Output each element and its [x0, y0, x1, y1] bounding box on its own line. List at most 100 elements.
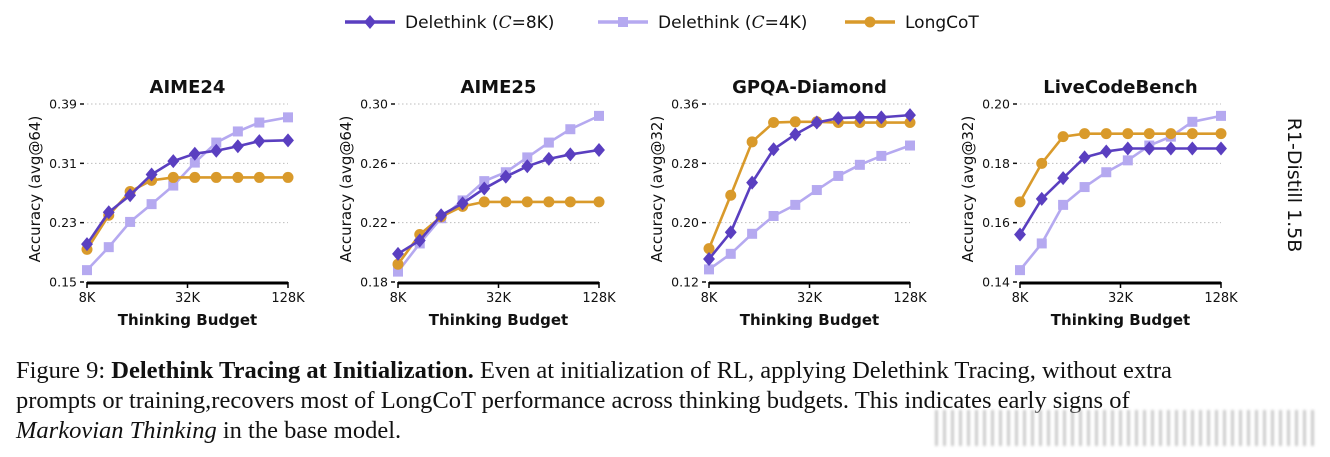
data-point [767, 142, 780, 157]
x-tick-label: 8K [701, 291, 718, 306]
data-point [145, 167, 158, 182]
y-tick-label: 0.15 [49, 275, 77, 290]
x-axis-label: Thinking Budget [429, 311, 568, 329]
y-axis-label: Accuracy (avg@32) [959, 116, 977, 263]
watermark-overlay [935, 410, 1315, 446]
series-line [1018, 132, 1221, 203]
figure: Delethink (C=8K) Delethink (C=4K) LongCoT … [26, 13, 1305, 329]
series-line [396, 200, 599, 265]
data-point [747, 228, 758, 239]
data-point [413, 233, 426, 248]
legend-label-text: Delethink ( [405, 13, 499, 33]
data-point [1101, 167, 1112, 178]
data-point [210, 171, 222, 183]
data-point [1143, 128, 1155, 140]
series-delethink-c-4k [82, 112, 293, 276]
data-point [703, 252, 715, 267]
chart-title: AIME24 [150, 77, 226, 98]
series-line [1018, 147, 1221, 236]
data-point [1035, 191, 1048, 206]
data-point [565, 124, 576, 135]
y-tick-label: 0.31 [49, 156, 77, 171]
data-point [479, 176, 490, 187]
data-point [810, 115, 823, 130]
data-point [1036, 157, 1048, 169]
chart-title: LiveCodeBench [1043, 77, 1197, 98]
data-point [1079, 128, 1091, 140]
caption-label: Figure 9: [16, 357, 106, 384]
data-point [832, 111, 845, 126]
data-point [1122, 128, 1134, 140]
chart-aime24: AIME24 0.15 0.23 0.31 0.39 8K 32K 128K Thinking … [26, 77, 305, 329]
series-line [707, 113, 911, 260]
data-point [456, 196, 469, 211]
y-tick-label: 0.18 [360, 275, 388, 290]
data-point [564, 147, 577, 162]
caption-title: Delethink Tracing at Initialization. [111, 357, 474, 384]
chart-livecodebench: LiveCodeBench 0.14 0.16 0.18 0.20 8K 32K 128K Th… [959, 77, 1238, 329]
y-tick-label: 0.12 [671, 275, 699, 290]
x-tick-label: 32K [486, 291, 512, 306]
series-longcot [392, 196, 605, 270]
data-point [543, 196, 555, 208]
data-point [210, 143, 223, 158]
data-point [904, 117, 916, 129]
x-axis-label: Thinking Budget [1051, 311, 1190, 329]
legend-label-text: =4K) [765, 13, 808, 33]
caption-line-3: Markovian Thinking in the base model. [16, 416, 1316, 446]
caption-line-1: Figure 9: Delethink Tracing at Initializ… [16, 356, 1316, 386]
data-point [1164, 141, 1177, 156]
x-tick-label: 32K [797, 291, 823, 306]
data-point [876, 150, 887, 161]
data-point [392, 246, 404, 261]
series-line [86, 116, 289, 272]
caption-italic-term: Markovian Thinking [16, 417, 217, 444]
data-point [231, 139, 244, 154]
legend-label: Delethink (C=4K) [658, 13, 807, 33]
x-tick-label: 8K [390, 291, 407, 306]
data-point [1215, 128, 1227, 140]
x-tick-label: 8K [79, 291, 96, 306]
data-point [703, 243, 715, 255]
data-point [1100, 144, 1113, 159]
y-axis-label: Accuracy (avg@64) [337, 116, 355, 263]
data-point [125, 216, 136, 227]
x-tick-label: 128K [893, 291, 927, 306]
data-point [593, 142, 605, 157]
data-point [854, 159, 865, 170]
data-point [103, 242, 114, 253]
series-delethink-c-8k [1014, 141, 1227, 242]
data-point [435, 208, 448, 223]
data-point [146, 199, 157, 210]
data-point [1036, 238, 1047, 249]
y-axis-label: Accuracy (avg@32) [648, 116, 666, 263]
data-point [167, 171, 179, 183]
series-delethink-c-4k [704, 140, 915, 275]
data-point [789, 116, 801, 128]
data-point [232, 126, 243, 137]
figure-caption: Figure 9: Delethink Tracing at Initializ… [16, 356, 1316, 446]
data-point [188, 146, 201, 161]
data-point [478, 196, 490, 208]
caption-line-2: prompts or training,recovers most of Lon… [16, 387, 1130, 414]
caption-text-3: in the base model. [216, 417, 402, 444]
data-point [82, 265, 92, 276]
series-delethink-c-4k [393, 110, 604, 277]
data-point [768, 117, 780, 129]
data-point [1100, 128, 1112, 140]
legend-label-text: =8K) [512, 13, 555, 33]
data-point [593, 196, 605, 208]
chart-title: AIME25 [461, 77, 537, 98]
data-point [211, 137, 222, 148]
data-point [1186, 141, 1199, 156]
data-point [1121, 141, 1134, 156]
x-tick-label: 32K [1108, 291, 1134, 306]
data-point [393, 266, 403, 277]
data-point [167, 154, 180, 169]
data-point [725, 248, 736, 259]
data-point [1187, 116, 1198, 127]
series-line [708, 144, 911, 271]
y-tick-label: 0.22 [360, 215, 388, 230]
series-line [396, 114, 600, 273]
x-tick-label: 32K [175, 291, 201, 306]
